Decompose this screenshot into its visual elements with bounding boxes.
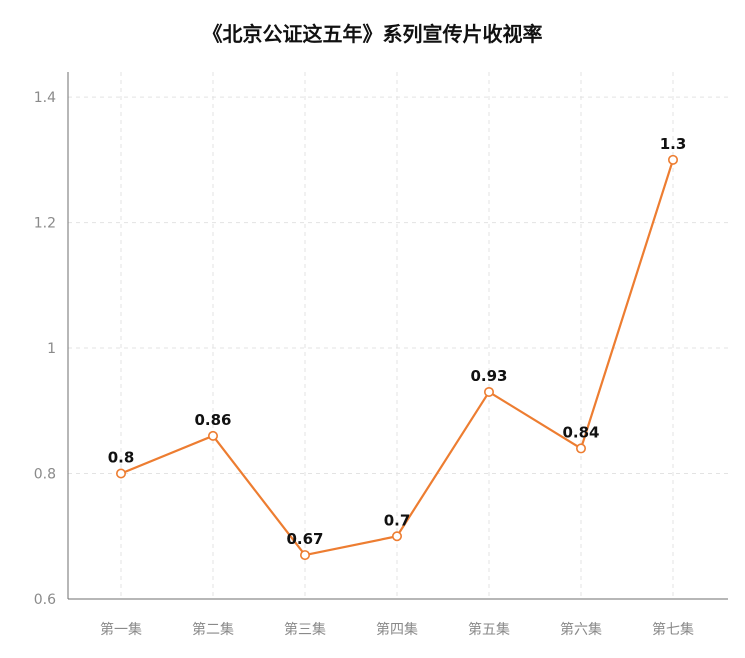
data-label: 1.3 [660, 135, 687, 153]
data-labels: 0.8 0.86 0.67 0.7 0.93 0.84 1.3 [108, 135, 687, 548]
x-tick-label: 第六集 [560, 621, 602, 638]
y-axis-ticks: 0.6 0.8 1 1.2 1.4 [34, 90, 56, 608]
grid [68, 72, 728, 599]
data-label: 0.7 [384, 511, 411, 529]
data-label: 0.93 [470, 367, 507, 385]
data-point [208, 430, 219, 441]
y-tick-label: 0.6 [34, 592, 56, 608]
x-axis-ticks: 第一集 第二集 第三集 第四集 第五集 第六集 第七集 [100, 621, 694, 638]
y-tick-label: 1.2 [34, 216, 56, 232]
data-point [483, 386, 494, 397]
x-tick-label: 第二集 [192, 621, 234, 638]
data-label: 0.84 [562, 423, 599, 441]
series [116, 154, 678, 561]
data-label: 0.86 [194, 411, 231, 429]
data-point [575, 443, 586, 454]
data-label: 0.67 [286, 530, 323, 548]
data-point [116, 468, 127, 479]
y-tick-label: 1.4 [34, 90, 56, 106]
data-point [299, 550, 310, 561]
chart-title: 《北京公证这五年》系列宣传片收视率 [202, 22, 543, 46]
x-tick-label: 第四集 [376, 621, 418, 638]
y-tick-label: 0.8 [34, 467, 56, 483]
x-tick-label: 第一集 [100, 621, 142, 638]
x-tick-label: 第三集 [284, 621, 326, 638]
data-label: 0.8 [108, 449, 135, 467]
x-tick-label: 第七集 [652, 621, 694, 638]
y-tick-label: 1 [47, 341, 56, 357]
x-tick-label: 第五集 [468, 621, 510, 638]
data-point [667, 154, 678, 165]
data-point [391, 531, 402, 542]
axes [67, 72, 728, 600]
